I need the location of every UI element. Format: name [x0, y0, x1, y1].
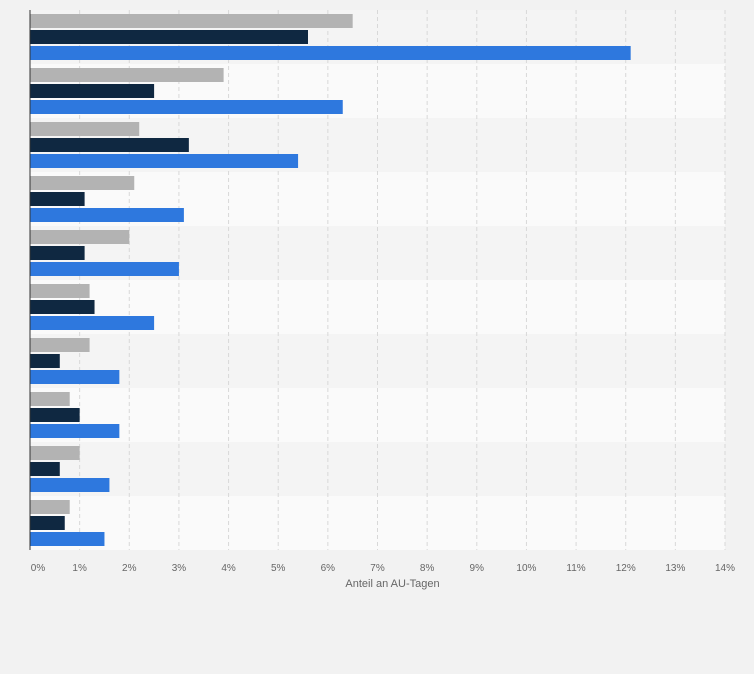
x-tick-label: 2% — [122, 563, 137, 574]
bar — [30, 462, 60, 476]
bar — [30, 138, 189, 152]
x-tick-label: 4% — [221, 563, 236, 574]
bar — [30, 446, 80, 460]
bar — [30, 408, 80, 422]
x-tick-label: 14% — [715, 563, 735, 574]
bars-group — [30, 14, 631, 546]
x-tick-label: 5% — [271, 563, 286, 574]
bar — [30, 176, 135, 190]
bar — [30, 14, 353, 28]
bar — [30, 154, 299, 168]
x-tick-label: 3% — [172, 563, 187, 574]
bar — [30, 262, 179, 276]
bar — [30, 316, 155, 330]
bar — [30, 192, 85, 206]
bar — [30, 122, 140, 136]
x-axis-ticks: 0% 1% 2% 3% 4% 5% 6% 7% 8% 9% 10% 11% 12% 13% 14% — [31, 563, 735, 574]
x-tick-label: 8% — [420, 563, 435, 574]
bar — [30, 284, 90, 298]
bar — [30, 208, 184, 222]
bar — [30, 478, 110, 492]
bar — [30, 500, 70, 514]
bar — [30, 230, 130, 244]
bar — [30, 300, 95, 314]
bar — [30, 338, 90, 352]
x-tick-label: 0% — [31, 563, 46, 574]
bar — [30, 68, 224, 82]
bar — [30, 46, 631, 60]
bar — [30, 392, 70, 406]
x-tick-label: 6% — [321, 563, 336, 574]
bar — [30, 354, 60, 368]
x-tick-label: 13% — [665, 563, 685, 574]
bar — [30, 30, 308, 44]
x-tick-label: 1% — [72, 563, 87, 574]
bar — [30, 370, 120, 384]
bar — [30, 100, 343, 114]
bar — [30, 532, 105, 546]
x-tick-label: 12% — [616, 563, 636, 574]
x-tick-label: 9% — [470, 563, 485, 574]
x-tick-label: 7% — [370, 563, 385, 574]
x-axis-label: Anteil an AU-Tagen — [345, 578, 439, 590]
bar — [30, 516, 65, 530]
bar — [30, 424, 120, 438]
gridlines — [79, 10, 726, 550]
bar — [30, 84, 155, 98]
x-tick-label: 11% — [566, 563, 585, 574]
bar — [30, 246, 85, 260]
x-tick-label: 10% — [516, 563, 536, 574]
